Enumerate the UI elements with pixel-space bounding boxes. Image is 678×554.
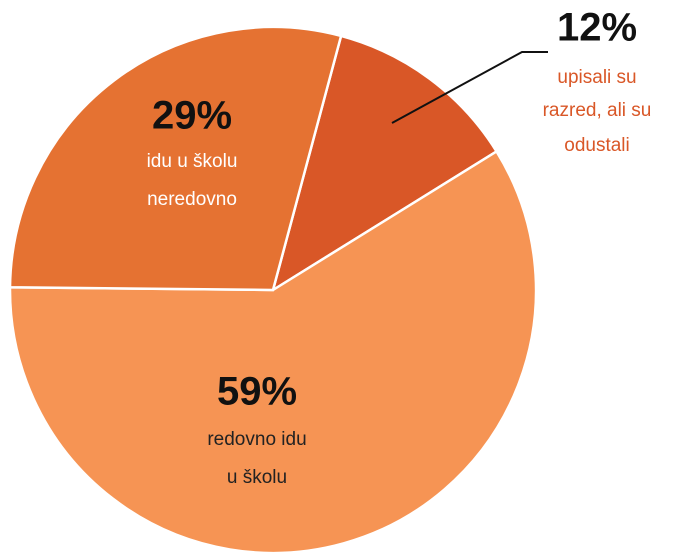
slice-label: razred, ali su [543,100,652,121]
pie-slice [270,34,499,293]
slice-label: neredovno [147,189,237,210]
leader-line [391,51,548,124]
pie-slice [8,149,538,554]
slice-label: u školu [227,467,287,488]
value-label: 12% [557,6,637,50]
value-label: 29% [152,94,232,138]
slice-label: odustali [564,135,630,156]
slice-label: upisali su [557,67,636,88]
pie-slice [8,25,343,292]
value-label: 59% [217,370,297,414]
slice-label: idu u školu [147,151,238,172]
slice-label: redovno idu [207,429,306,450]
